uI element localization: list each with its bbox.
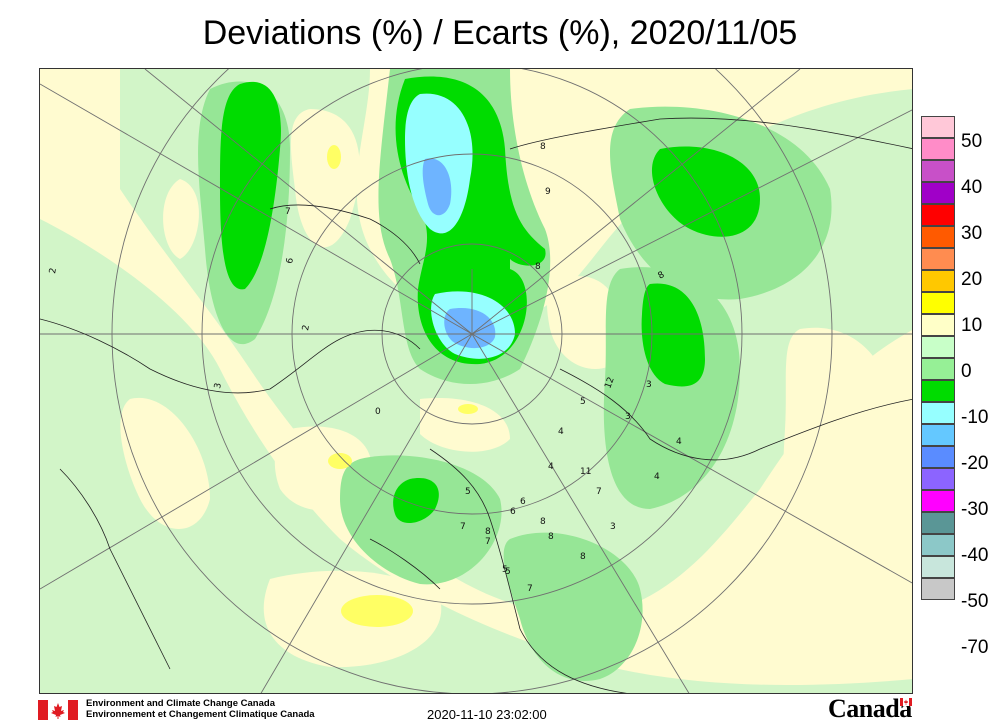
- legend-swatch-m50-top: [921, 534, 955, 556]
- legend-label: 20: [961, 269, 983, 290]
- station-label: 4: [558, 427, 564, 437]
- legend-label: 50: [961, 131, 983, 152]
- legend-swatch-40: [921, 160, 955, 182]
- legend-swatch-m50: [921, 556, 955, 578]
- legend-label: -50: [961, 591, 989, 612]
- station-label: 7: [485, 537, 491, 547]
- station-label: 8: [580, 552, 586, 562]
- station-label: 3: [646, 380, 652, 390]
- legend-label: 40: [961, 177, 983, 198]
- station-label: 3: [610, 522, 616, 532]
- station-label: 6: [285, 257, 296, 265]
- coastlines: [40, 117, 912, 693]
- station-label: 4: [548, 462, 554, 472]
- station-label: 5: [505, 567, 511, 577]
- legend-swatch-20-top: [921, 226, 955, 248]
- legend-swatch-30: [921, 204, 955, 226]
- station-label: 11: [580, 467, 591, 477]
- legend-swatch-m70: [921, 578, 955, 600]
- station-label: 6: [520, 497, 526, 507]
- legend-swatch-m20: [921, 424, 955, 446]
- station-label: 8: [540, 142, 546, 152]
- yellow-islands: [120, 109, 900, 668]
- legend-swatch-0-top: [921, 314, 955, 336]
- station-label: 6: [510, 507, 516, 517]
- station-label: 8: [540, 517, 546, 527]
- legend-label: 30: [961, 223, 983, 244]
- legend-swatch-m10: [921, 380, 955, 402]
- blue-areas: [422, 158, 496, 349]
- legend-swatch-m30: [921, 468, 955, 490]
- station-label: 5: [502, 565, 508, 575]
- station-label: 2: [301, 324, 312, 331]
- legend-label: -70: [961, 637, 989, 658]
- legend-swatch-40-top: [921, 138, 955, 160]
- color-legend: 50 40 30 20 10 0 -10 -20 -30 -40 -50 -70: [921, 116, 1000, 658]
- station-label: 4: [654, 472, 660, 482]
- station-label: 3: [625, 412, 631, 422]
- station-label: 4: [676, 437, 682, 447]
- legend-swatch-20: [921, 248, 955, 270]
- legend-swatch-0: [921, 336, 955, 358]
- station-label: 12: [603, 376, 616, 390]
- station-label: 7: [460, 522, 466, 532]
- legend-swatch-10-top: [921, 270, 955, 292]
- legend-label: -20: [961, 453, 989, 474]
- legend-label: 10: [961, 315, 983, 336]
- station-label: 8: [548, 532, 554, 542]
- station-label: 5: [465, 487, 471, 497]
- deviation-map: 2 6 7 8 9 8 2 8 3 0 5 4 12 3 3 5 6 4 4 4…: [39, 68, 913, 694]
- station-label: 8: [657, 270, 667, 282]
- generation-timestamp: 2020-11-10 23:02:00: [427, 707, 547, 722]
- organization-name-en: Environment and Climate Change Canada: [86, 698, 275, 709]
- map-title: Deviations (%) / Ecarts (%), 2020/11/05: [202, 14, 798, 52]
- organization-name: Environment and Climate Change Canada En…: [86, 698, 315, 720]
- legend-swatch-30-top: [921, 182, 955, 204]
- legend-label: -10: [961, 407, 989, 428]
- station-label: 8: [485, 527, 491, 537]
- wordmark-flag-icon: [900, 698, 912, 706]
- station-label: 7: [596, 487, 602, 497]
- legend-label: -30: [961, 499, 989, 520]
- meridians: [40, 69, 912, 693]
- legend-swatch-m30-top: [921, 446, 955, 468]
- station-label: 8: [535, 262, 541, 272]
- organization-name-fr: Environnement et Changement Climatique C…: [86, 709, 315, 720]
- legend-label: -40: [961, 545, 989, 566]
- yellow-areas: [327, 145, 478, 627]
- legend-swatch-m20-top: [921, 402, 955, 424]
- canada-wordmark: Canada: [828, 694, 912, 723]
- station-label: 7: [285, 207, 291, 217]
- map-canvas: 2 6 7 8 9 8 2 8 3 0 5 4 12 3 3 5 6 4 4 4…: [40, 69, 912, 693]
- station-labels: 2 6 7 8 9 8 2 8 3 0 5 4 12 3 3 5 6 4 4 4…: [48, 142, 682, 594]
- station-label: 7: [527, 584, 533, 594]
- station-label: 5: [580, 397, 586, 407]
- station-label: 9: [545, 187, 551, 197]
- station-label: 2: [48, 267, 59, 274]
- legend-swatch-m10-top: [921, 358, 955, 380]
- legend-swatch-10: [921, 292, 955, 314]
- station-label: 0: [375, 407, 381, 417]
- legend-swatch-m40: [921, 512, 955, 534]
- station-label: 3: [213, 382, 224, 389]
- legend-label: 0: [961, 361, 972, 382]
- legend-swatch-50-top: [921, 116, 955, 138]
- legend-swatch-m40-top: [921, 490, 955, 512]
- canada-flag-icon: [38, 700, 78, 720]
